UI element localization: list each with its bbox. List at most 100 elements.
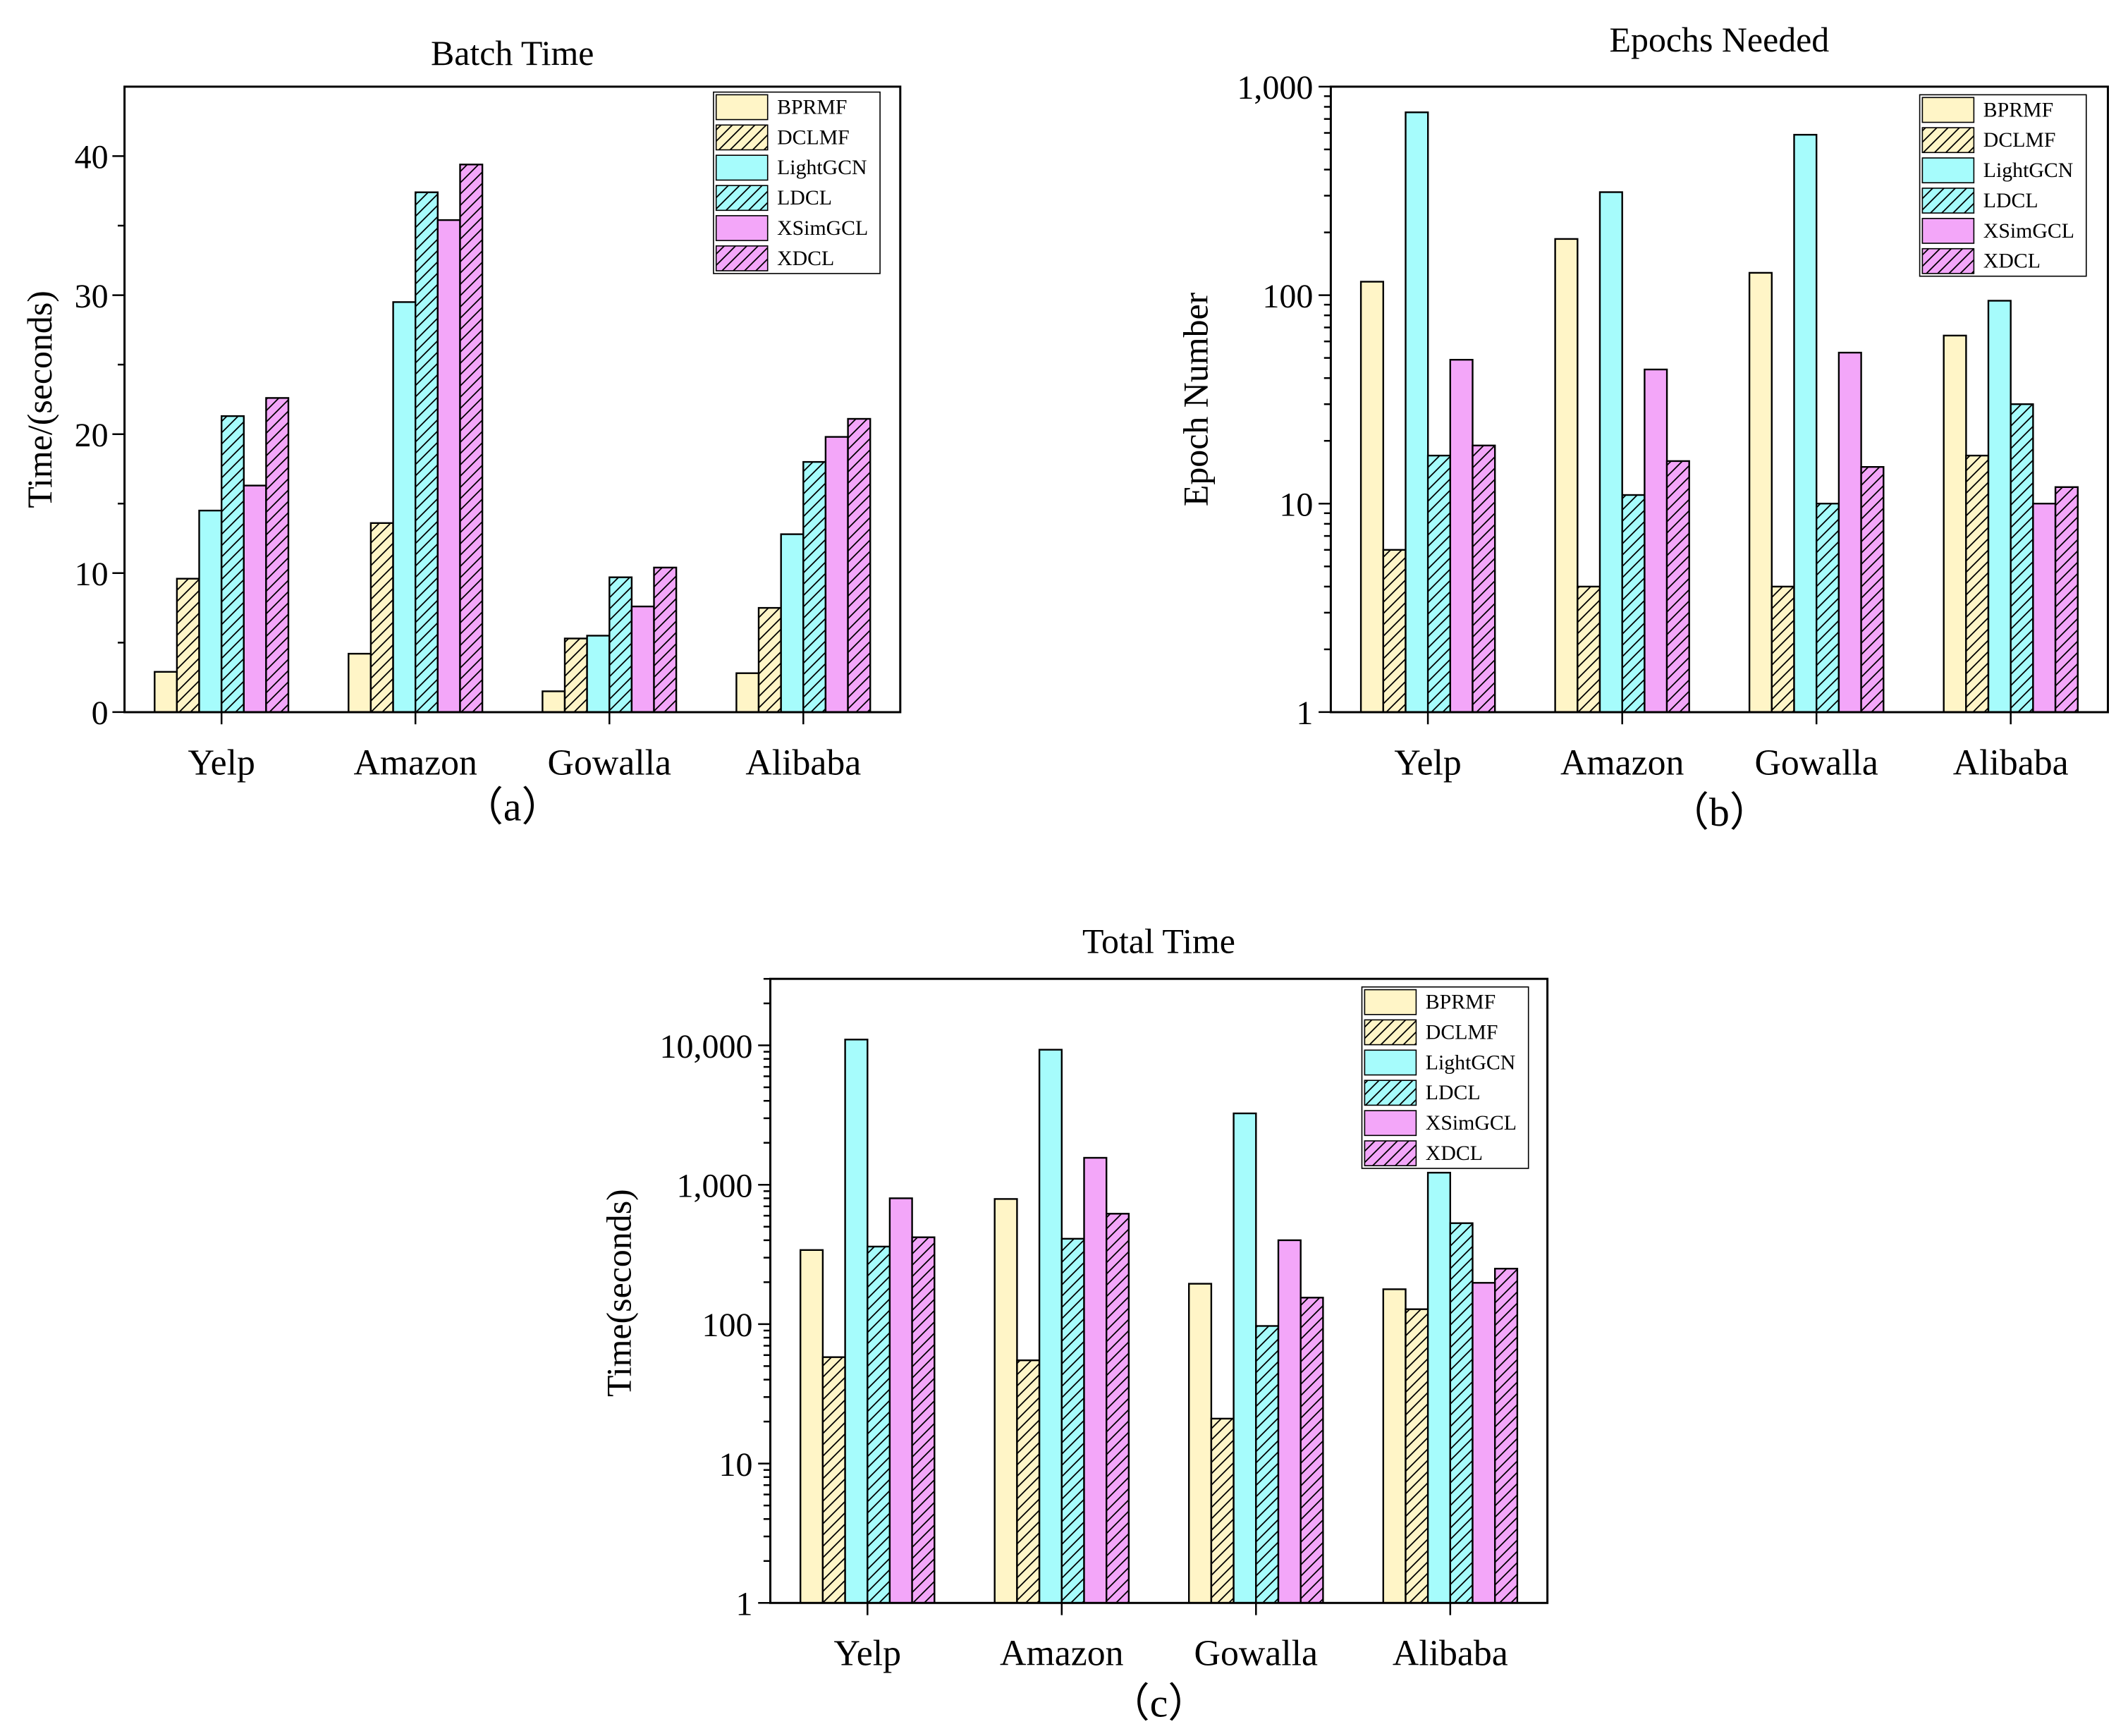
bar-hatch-dclmf-yelp — [822, 1357, 845, 1603]
bar-xsimgcl-alibaba — [2032, 503, 2057, 714]
bar-bprmf-amazon — [1554, 238, 1579, 714]
legend-label-dclmf: DCLMF — [1983, 128, 2056, 152]
bar-hatch-xdcl-gowalla — [1300, 1297, 1323, 1603]
x-tick-label: Amazon — [1000, 1634, 1124, 1674]
legend-box — [1361, 986, 1529, 1169]
y-tick-label: 100 — [702, 1307, 753, 1344]
bar-lightgcn-amazon — [1038, 1049, 1063, 1604]
legend-label-xsimgcl: XSimGCL — [1426, 1111, 1517, 1135]
legend-label-lightgcn: LightGCN — [777, 156, 867, 179]
y-tick-label: 0 — [92, 695, 109, 732]
bar-bprmf-alibaba — [735, 672, 760, 714]
bar-hatch-dclmf-alibaba — [1966, 456, 1988, 712]
bar-hatch-ldcl-amazon — [415, 192, 438, 712]
legend-swatch-hatch-dclmf — [1364, 1020, 1417, 1045]
legend-label-bprmf: BPRMF — [1983, 98, 2053, 121]
bar-lightgcn-yelp — [198, 509, 223, 714]
y-tick-label: 10 — [75, 556, 109, 593]
x-tick-label: Gowalla — [1194, 1634, 1318, 1674]
bar-lightgcn-alibaba — [780, 533, 805, 714]
bar-xsimgcl-yelp — [888, 1197, 913, 1604]
legend: BPRMF DCLMF LightGCN LDCL XSimGCL XDCL — [1919, 94, 2087, 277]
bar-hatch-ldcl-yelp — [221, 416, 244, 712]
y-axis-label: Time/(seconds) — [20, 291, 59, 508]
bar-xsimgcl-alibaba — [824, 436, 849, 714]
legend-box — [1919, 94, 2087, 277]
legend-swatch-hatch-xdcl — [1364, 1141, 1417, 1166]
bar-hatch-xdcl-amazon — [460, 164, 483, 713]
bar-bprmf-gowalla — [1748, 271, 1773, 714]
subfigure-label: （c） — [1109, 1682, 1209, 1726]
x-tick-label: Alibaba — [745, 742, 861, 783]
bar-hatch-xdcl-alibaba — [2055, 487, 2078, 712]
bar-bprmf-alibaba — [1382, 1288, 1407, 1604]
legend-label-dclmf: DCLMF — [1426, 1021, 1498, 1044]
legend-swatch-hatch-ldcl — [716, 185, 768, 211]
bar-hatch-ldcl-amazon — [1622, 495, 1645, 712]
legend-label-bprmf: BPRMF — [1426, 991, 1496, 1014]
plot-frame — [1329, 85, 2109, 714]
bar-xsimgcl-gowalla — [1837, 351, 1862, 714]
bar-hatch-dclmf-gowalla — [565, 638, 587, 712]
legend-swatch-lightgcn — [715, 154, 769, 181]
chart-title: Total Time — [1082, 922, 1235, 961]
bar-bprmf-amazon — [993, 1198, 1018, 1604]
bar-lightgcn-amazon — [392, 301, 417, 714]
bar-hatch-xdcl-yelp — [266, 398, 288, 712]
bar-hatch-ldcl-amazon — [1061, 1238, 1084, 1603]
legend-label-lightgcn: LightGCN — [1426, 1051, 1515, 1074]
legend-swatch-xsimgcl — [1364, 1110, 1417, 1137]
bar-bprmf-yelp — [154, 671, 178, 714]
bar-xsimgcl-yelp — [243, 484, 267, 714]
bar-xsimgcl-alibaba — [1472, 1282, 1496, 1604]
bar-hatch-dclmf-alibaba — [759, 608, 781, 712]
legend-label-lightgcn: LightGCN — [1983, 159, 2073, 182]
chart-title: Batch Time — [431, 34, 594, 73]
legend-label-xdcl: XDCL — [1983, 250, 2041, 273]
bar-xsimgcl-amazon — [436, 219, 461, 714]
bar-hatch-dclmf-amazon — [1577, 586, 1600, 712]
y-tick-label: 1,000 — [1237, 69, 1313, 106]
chart-c: Total Time Time(seconds) 1 10 100 1,000 10,000… — [600, 922, 1549, 1726]
bar-hatch-xdcl-yelp — [1472, 445, 1496, 712]
y-axis-label: Epoch Number — [1177, 292, 1216, 506]
bar-xsimgcl-gowalla — [1277, 1239, 1302, 1604]
bar-bprmf-gowalla — [1187, 1283, 1213, 1604]
bar-hatch-dclmf-yelp — [1383, 549, 1406, 712]
bar-hatch-xdcl-amazon — [1106, 1214, 1129, 1603]
legend-swatch-bprmf — [1921, 97, 1975, 123]
legend-label-ldcl: LDCL — [1426, 1081, 1481, 1104]
y-tick-label: 20 — [75, 417, 109, 454]
bar-hatch-dclmf-amazon — [370, 522, 393, 712]
y-tick-label: 40 — [75, 139, 109, 176]
bar-hatch-dclmf-amazon — [1017, 1360, 1040, 1603]
x-tick-label: Alibaba — [1393, 1634, 1508, 1674]
legend-swatch-hatch-xdcl — [1922, 248, 1974, 274]
legend-swatch-xsimgcl — [715, 215, 769, 241]
legend-label-bprmf: BPRMF — [777, 95, 847, 118]
legend-label-xsimgcl: XSimGCL — [777, 216, 868, 240]
bar-bprmf-alibaba — [1943, 334, 1967, 714]
x-tick-label: Amazon — [353, 742, 477, 783]
bar-hatch-ldcl-alibaba — [2010, 404, 2034, 712]
bar-hatch-xdcl-alibaba — [848, 419, 871, 712]
bar-bprmf-amazon — [348, 652, 372, 714]
legend-box — [713, 91, 881, 274]
bar-hatch-ldcl-gowalla — [1256, 1326, 1278, 1603]
bar-xsimgcl-amazon — [1083, 1156, 1108, 1604]
chart-title: Epochs Needed — [1610, 20, 1830, 59]
x-tick-label: Alibaba — [1953, 742, 2069, 783]
legend-swatch-xsimgcl — [1921, 217, 1975, 244]
y-tick-label: 30 — [75, 278, 109, 315]
legend-swatch-lightgcn — [1364, 1049, 1417, 1076]
bar-hatch-ldcl-yelp — [867, 1246, 890, 1603]
plot-frame — [123, 85, 902, 714]
bar-hatch-ldcl-alibaba — [803, 462, 826, 712]
x-tick-label: Amazon — [1560, 742, 1684, 783]
bar-lightgcn-amazon — [1598, 191, 1623, 714]
legend-swatch-bprmf — [1364, 989, 1417, 1015]
legend-label-dclmf: DCLMF — [777, 126, 850, 149]
bar-hatch-ldcl-gowalla — [609, 577, 632, 712]
bar-hatch-dclmf-yelp — [176, 578, 200, 712]
